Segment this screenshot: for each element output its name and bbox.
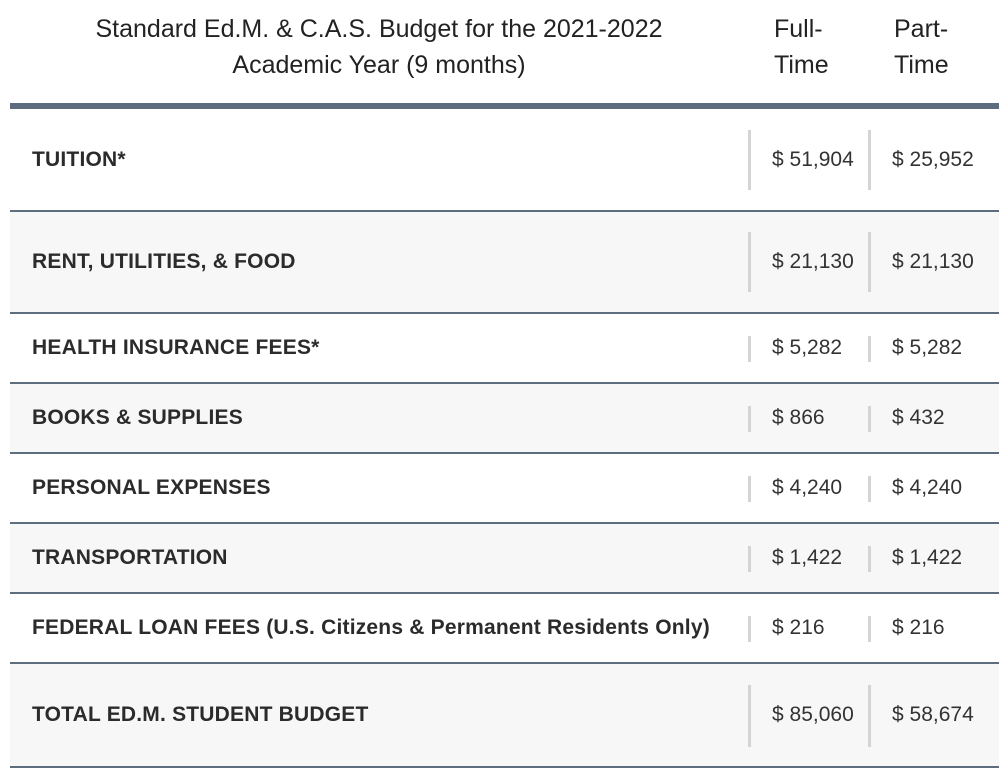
full-time-cell: $ 4,240 — [748, 454, 868, 522]
part-time-value: $ 1,422 — [892, 546, 963, 569]
part-time-value: $ 4,240 — [892, 476, 963, 499]
full-time-cell: $ 21,130 — [748, 212, 868, 312]
part-time-cell: $ 5,282 — [868, 314, 998, 382]
part-time-cell: $ 4,240 — [868, 454, 998, 522]
table-title-line2: Academic Year (9 months) — [232, 51, 526, 79]
table-row-total: TOTAL ED.M. STUDENT BUDGET $ 85,060 $ 58… — [10, 664, 999, 768]
part-time-cell: $ 21,130 — [868, 212, 998, 312]
row-label: TOTAL ED.M. STUDENT BUDGET — [32, 703, 369, 726]
row-label: RENT, UTILITIES, & FOOD — [32, 250, 296, 273]
full-time-cell: $ 85,060 — [748, 664, 868, 766]
part-time-value: $ 21,130 — [892, 250, 974, 273]
part-time-cell: $ 58,674 — [868, 664, 998, 766]
table-body: TUITION* $ 51,904 $ 25,952 RENT, UTILITI… — [10, 109, 999, 768]
cell-divider — [868, 336, 871, 362]
part-time-cell: $ 432 — [868, 384, 998, 452]
full-time-value: $ 216 — [772, 616, 825, 639]
cell-divider — [748, 476, 751, 502]
cell-divider — [748, 616, 751, 642]
part-time-value: $ 58,674 — [892, 703, 974, 726]
full-time-value: $ 51,904 — [772, 147, 854, 171]
full-time-value: $ 85,060 — [772, 703, 854, 726]
full-time-cell: $ 51,904 — [748, 109, 868, 210]
table-row-tuition: TUITION* $ 51,904 $ 25,952 — [10, 109, 999, 212]
full-time-value: $ 5,282 — [772, 336, 843, 359]
cell-divider — [748, 336, 751, 362]
full-time-value: $ 1,422 — [772, 546, 843, 569]
row-label: TUITION* — [32, 147, 126, 171]
full-time-cell: $ 866 — [748, 384, 868, 452]
column-header-full-time-line1: Full- — [774, 15, 823, 43]
full-time-cell: $ 5,282 — [748, 314, 868, 382]
cell-divider — [748, 130, 751, 190]
part-time-cell: $ 25,952 — [868, 109, 998, 210]
cell-divider — [748, 685, 751, 747]
cell-divider — [748, 232, 751, 292]
row-label: TRANSPORTATION — [32, 546, 228, 569]
cell-divider — [748, 546, 751, 572]
row-label: HEALTH INSURANCE FEES* — [32, 336, 320, 359]
column-header-part-time-line1: Part- — [894, 15, 949, 43]
full-time-value: $ 866 — [772, 406, 825, 429]
full-time-cell: $ 216 — [748, 594, 868, 662]
part-time-value: $ 216 — [892, 616, 945, 639]
cell-divider — [868, 616, 871, 642]
column-header-part-time-line2: Time — [894, 51, 949, 79]
table-row-rent: RENT, UTILITIES, & FOOD $ 21,130 $ 21,13… — [10, 212, 999, 314]
full-time-value: $ 4,240 — [772, 476, 843, 499]
cell-divider — [868, 476, 871, 502]
cell-divider — [868, 685, 871, 747]
table-row-transportation: TRANSPORTATION $ 1,422 $ 1,422 — [10, 524, 999, 594]
part-time-cell: $ 1,422 — [868, 524, 998, 592]
row-label: PERSONAL EXPENSES — [32, 476, 271, 499]
table-header: Standard Ed.M. & C.A.S. Budget for the 2… — [10, 0, 999, 109]
full-time-value: $ 21,130 — [772, 250, 854, 273]
cell-divider — [868, 406, 871, 432]
table-row-health-insurance: HEALTH INSURANCE FEES* $ 5,282 $ 5,282 — [10, 314, 999, 384]
cell-divider — [868, 130, 871, 190]
cell-divider — [868, 546, 871, 572]
table-row-books: BOOKS & SUPPLIES $ 866 $ 432 — [10, 384, 999, 454]
table-title: Standard Ed.M. & C.A.S. Budget for the 2… — [10, 11, 748, 83]
cell-divider — [868, 232, 871, 292]
part-time-value: $ 25,952 — [892, 147, 974, 171]
table-row-personal-expenses: PERSONAL EXPENSES $ 4,240 $ 4,240 — [10, 454, 999, 524]
part-time-value: $ 432 — [892, 406, 945, 429]
full-time-cell: $ 1,422 — [748, 524, 868, 592]
part-time-value: $ 5,282 — [892, 336, 963, 359]
column-header-part-time: Part- Time — [894, 11, 994, 83]
table-row-federal-loan-fees: FEDERAL LOAN FEES (U.S. Citizens & Perma… — [10, 594, 999, 664]
column-header-full-time-line2: Time — [774, 51, 829, 79]
part-time-cell: $ 216 — [868, 594, 998, 662]
column-header-full-time: Full- Time — [774, 11, 874, 83]
row-label: BOOKS & SUPPLIES — [32, 406, 243, 429]
table-title-line1: Standard Ed.M. & C.A.S. Budget for the 2… — [95, 15, 663, 43]
cell-divider — [748, 406, 751, 432]
row-label: FEDERAL LOAN FEES (U.S. Citizens & Perma… — [32, 616, 710, 639]
